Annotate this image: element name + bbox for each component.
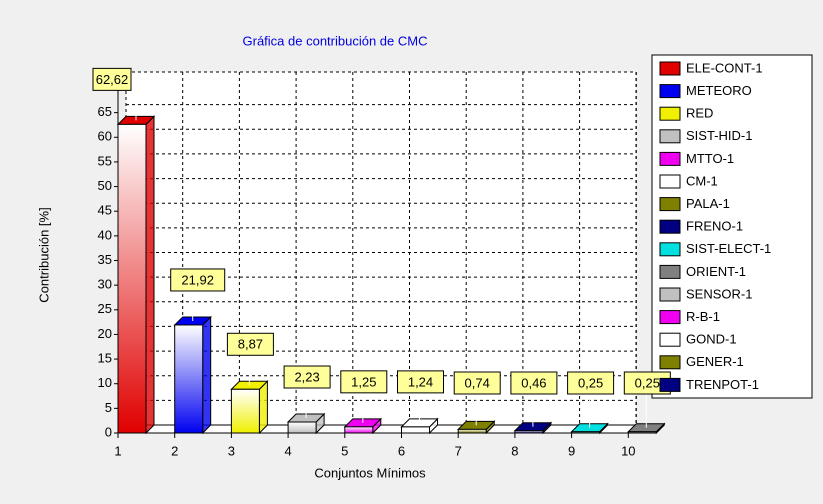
y-tick-label: 45 [98, 203, 112, 218]
x-tick-label: 4 [284, 443, 291, 458]
legend-label: TRENPOT-1 [686, 377, 759, 392]
legend-swatch [659, 287, 681, 302]
x-tick-label: 8 [511, 443, 518, 458]
value-label: 0,25 [635, 375, 660, 390]
bar [230, 388, 260, 434]
legend-swatch [659, 197, 681, 212]
bar [174, 324, 204, 434]
x-tick-label: 1 [114, 443, 121, 458]
y-tick-label: 10 [98, 375, 112, 390]
value-label: 62,62 [96, 72, 129, 87]
y-tick-label: 60 [98, 129, 112, 144]
legend-swatch [659, 310, 681, 325]
legend-label: MTTO-1 [686, 151, 734, 166]
x-tick-label: 9 [568, 443, 575, 458]
y-tick-label: 25 [98, 301, 112, 316]
legend-label: ORIENT-1 [686, 264, 746, 279]
legend-label: SIST-HID-1 [686, 128, 752, 143]
y-tick-label: 5 [105, 400, 112, 415]
legend-swatch [659, 355, 681, 370]
x-tick-label: 6 [398, 443, 405, 458]
legend-swatch [659, 151, 681, 166]
legend-swatch [659, 61, 681, 76]
bar [344, 426, 374, 434]
legend-swatch [659, 264, 681, 279]
legend-swatch [659, 106, 681, 121]
value-label: 8,87 [238, 337, 263, 352]
bar [401, 426, 430, 434]
legend-swatch [659, 242, 681, 257]
legend-label: SIST-ELECT-1 [686, 241, 771, 256]
y-tick-label: 30 [98, 277, 112, 292]
bar [514, 430, 544, 434]
legend-label: R-B-1 [686, 309, 720, 324]
x-axis-title: Conjuntos Mínimos [314, 465, 426, 480]
legend-label: SENSOR-1 [686, 286, 752, 301]
bar [457, 428, 487, 434]
y-tick-label: 15 [98, 351, 112, 366]
bar-side [258, 380, 268, 435]
value-label-box [453, 371, 501, 395]
value-label-box [397, 370, 444, 394]
y-tick-label: 20 [98, 326, 112, 341]
legend-swatch [659, 332, 681, 347]
value-label-box [92, 67, 132, 91]
y-axis-title: Contribución [%] [36, 207, 51, 302]
bar-side [145, 115, 155, 435]
x-tick-label: 10 [621, 443, 635, 458]
legend-label: CM-1 [686, 173, 718, 188]
legend-label: GOND-1 [686, 332, 737, 347]
value-label: 21,92 [181, 272, 214, 287]
bar [287, 421, 317, 434]
legend-swatch [659, 174, 681, 189]
y-tick-label: 50 [98, 178, 112, 193]
value-label-box [226, 332, 274, 356]
legend-label: FRENO-1 [686, 219, 743, 234]
legend-swatch [659, 84, 681, 99]
value-label: 2,23 [294, 369, 319, 384]
bar [571, 431, 601, 434]
value-label-box [510, 371, 558, 395]
value-label-box [340, 370, 388, 394]
bar [627, 431, 657, 434]
value-label: 0,46 [521, 375, 546, 390]
legend-label: RED [686, 106, 713, 121]
y-tick-label: 40 [98, 227, 112, 242]
x-tick-label: 5 [341, 443, 348, 458]
legend-swatch [659, 219, 681, 234]
legend-swatch [659, 129, 681, 144]
y-tick-label: 35 [98, 252, 112, 267]
x-tick-label: 7 [455, 443, 462, 458]
value-label-box [567, 371, 615, 395]
legend-label: PALA-1 [686, 196, 730, 211]
value-label: 0,74 [465, 375, 490, 390]
chart-title: Gráfica de contribución de CMC [243, 33, 428, 48]
value-label: 0,25 [578, 375, 603, 390]
bar-side [202, 315, 212, 435]
legend-label: METEORO [686, 83, 752, 98]
y-tick-label: 65 [98, 104, 112, 119]
legend-swatch [659, 377, 681, 392]
value-label-box [283, 365, 331, 389]
bar [117, 123, 147, 434]
legend-label: ELE-CONT-1 [686, 60, 763, 75]
value-label: 1,25 [351, 374, 376, 389]
legend-label: GENER-1 [686, 354, 744, 369]
value-label-box [170, 268, 226, 292]
x-tick-label: 3 [228, 443, 235, 458]
x-tick-label: 2 [171, 443, 178, 458]
value-label: 1,24 [408, 374, 433, 389]
y-tick-label: 0 [105, 424, 112, 439]
y-tick-label: 55 [98, 153, 112, 168]
